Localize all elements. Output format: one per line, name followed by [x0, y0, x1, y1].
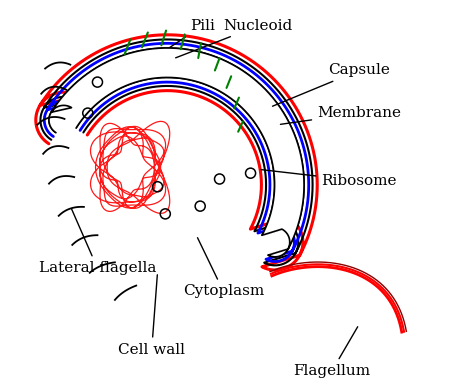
Text: Ribosome: Ribosome	[261, 170, 397, 188]
Polygon shape	[50, 49, 303, 256]
Text: Flagellum: Flagellum	[293, 327, 371, 378]
Text: Membrane: Membrane	[281, 106, 401, 124]
Text: Nucleoid: Nucleoid	[176, 19, 293, 58]
Text: Capsule: Capsule	[273, 63, 390, 106]
Text: Cytoplasm: Cytoplasm	[183, 238, 264, 298]
Polygon shape	[50, 49, 303, 256]
Text: Cell wall: Cell wall	[118, 275, 185, 357]
Text: Pili: Pili	[170, 19, 215, 47]
Text: Lateral flagella: Lateral flagella	[39, 209, 156, 275]
